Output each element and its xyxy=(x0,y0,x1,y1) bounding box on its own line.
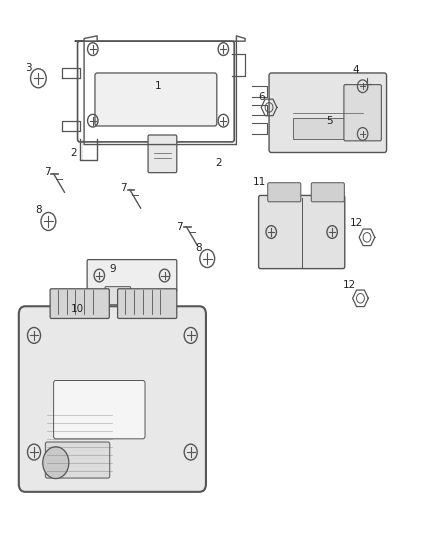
FancyBboxPatch shape xyxy=(19,306,206,492)
Text: 11: 11 xyxy=(253,176,267,187)
Text: 10: 10 xyxy=(71,304,84,314)
FancyBboxPatch shape xyxy=(268,183,301,202)
Text: 6: 6 xyxy=(258,92,265,102)
FancyBboxPatch shape xyxy=(105,287,131,305)
Text: 7: 7 xyxy=(177,222,183,232)
Text: 8: 8 xyxy=(35,205,42,215)
Text: 4: 4 xyxy=(353,66,360,75)
Text: 7: 7 xyxy=(120,183,127,193)
FancyBboxPatch shape xyxy=(46,442,110,478)
Text: 7: 7 xyxy=(44,167,50,177)
Text: 9: 9 xyxy=(109,264,116,274)
FancyBboxPatch shape xyxy=(87,260,177,292)
Text: 8: 8 xyxy=(195,243,201,253)
Text: 2: 2 xyxy=(70,148,77,158)
FancyBboxPatch shape xyxy=(117,289,177,318)
Text: 3: 3 xyxy=(25,63,32,72)
FancyBboxPatch shape xyxy=(95,73,217,126)
FancyBboxPatch shape xyxy=(344,85,381,141)
Text: 5: 5 xyxy=(327,116,333,126)
FancyBboxPatch shape xyxy=(148,135,177,173)
FancyBboxPatch shape xyxy=(258,196,345,269)
FancyBboxPatch shape xyxy=(311,183,344,202)
FancyBboxPatch shape xyxy=(53,381,145,439)
Text: 12: 12 xyxy=(343,280,356,290)
Text: 2: 2 xyxy=(215,158,223,168)
Circle shape xyxy=(43,447,69,479)
Text: 1: 1 xyxy=(155,81,161,91)
Bar xyxy=(293,118,363,139)
FancyBboxPatch shape xyxy=(50,289,110,318)
FancyBboxPatch shape xyxy=(269,73,387,152)
Text: 12: 12 xyxy=(350,218,363,228)
